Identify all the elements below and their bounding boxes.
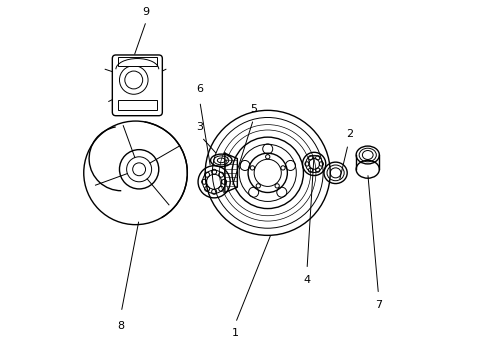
Text: 9: 9: [142, 8, 149, 18]
Bar: [118, 100, 157, 111]
Text: 7: 7: [374, 300, 381, 310]
Bar: [118, 57, 157, 66]
Text: 2: 2: [346, 129, 353, 139]
Text: 8: 8: [118, 321, 124, 331]
Text: 3: 3: [196, 122, 203, 132]
Text: 4: 4: [303, 275, 310, 285]
Text: 1: 1: [232, 328, 239, 338]
Text: 5: 5: [249, 104, 256, 114]
FancyBboxPatch shape: [112, 55, 162, 116]
Text: 6: 6: [196, 84, 203, 94]
